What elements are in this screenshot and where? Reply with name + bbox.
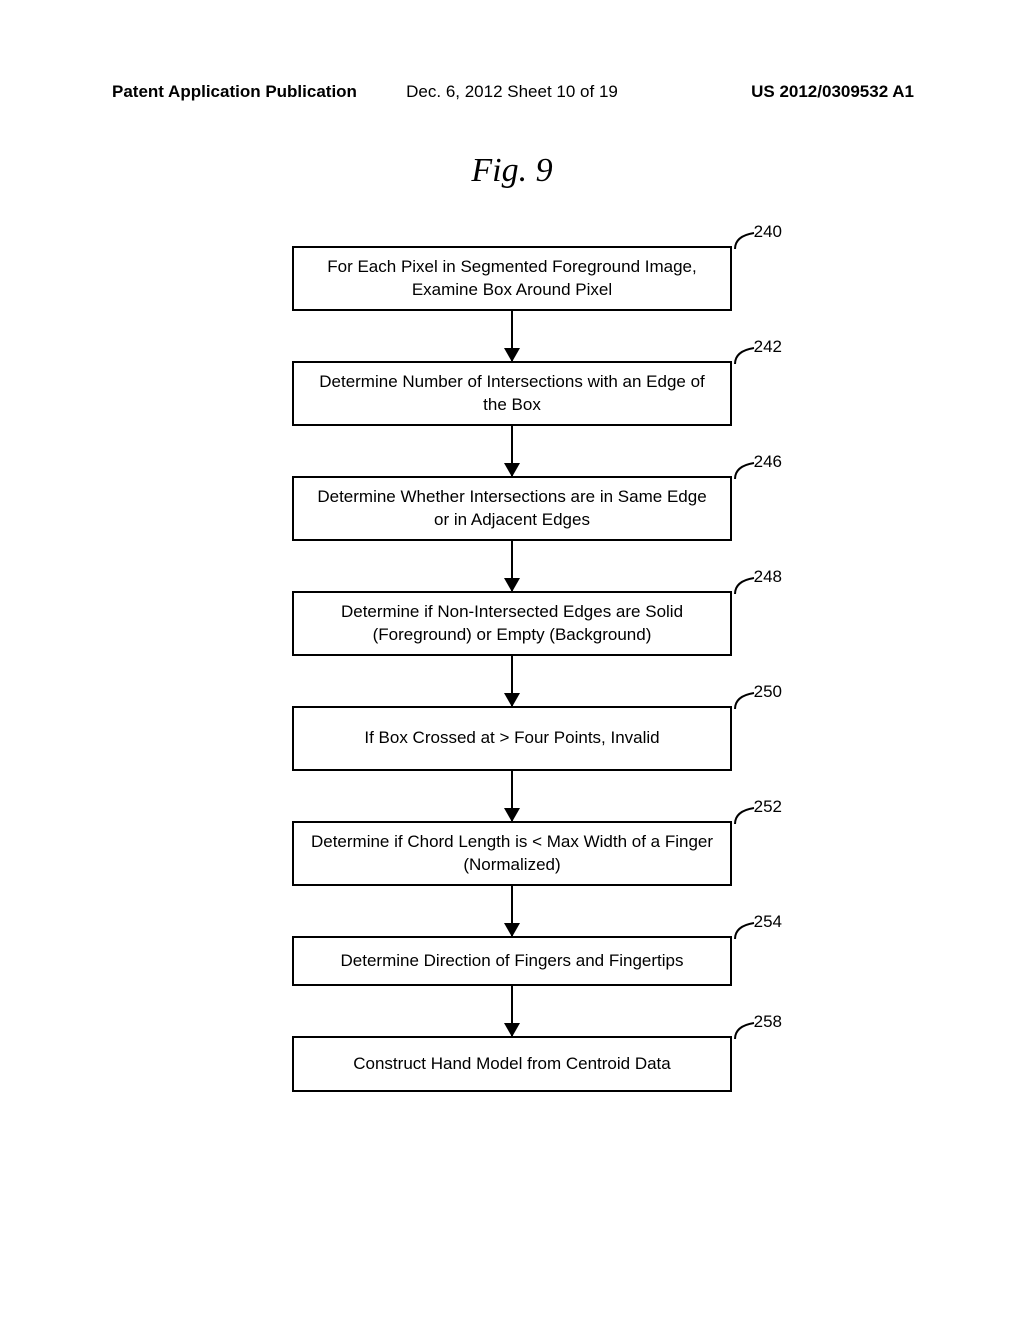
flowchart: For Each Pixel in Segmented Foreground I…	[292, 246, 732, 1092]
reference-leader-icon	[734, 232, 756, 255]
reference-leader-icon	[734, 462, 756, 485]
figure-title: Fig. 9	[471, 152, 552, 190]
flow-box: Determine if Non-Intersected Edges are S…	[292, 591, 732, 656]
flow-connector	[511, 426, 514, 476]
flow-connector	[511, 986, 514, 1036]
flow-connector	[511, 311, 514, 361]
arrowhead-icon	[504, 693, 520, 707]
header-right: US 2012/0309532 A1	[751, 82, 914, 102]
flow-step: Determine Direction of Fingers and Finge…	[292, 936, 732, 986]
flow-step: Determine Number of Intersections with a…	[292, 361, 732, 426]
page-header: Patent Application Publication Dec. 6, 2…	[0, 82, 1024, 102]
flow-box: Determine Direction of Fingers and Finge…	[292, 936, 732, 986]
flow-box: For Each Pixel in Segmented Foreground I…	[292, 246, 732, 311]
flow-connector	[511, 541, 514, 591]
reference-leader-icon	[734, 347, 756, 370]
flow-step: Construct Hand Model from Centroid Data2…	[292, 1036, 732, 1092]
arrowhead-icon	[504, 463, 520, 477]
reference-leader-icon	[734, 922, 756, 945]
reference-number: 246	[754, 452, 782, 472]
flow-step: Determine if Non-Intersected Edges are S…	[292, 591, 732, 656]
reference-number: 242	[754, 337, 782, 357]
reference-leader-icon	[734, 1022, 756, 1045]
reference-number: 250	[754, 682, 782, 702]
flow-step: For Each Pixel in Segmented Foreground I…	[292, 246, 732, 311]
flow-step: Determine if Chord Length is < Max Width…	[292, 821, 732, 886]
flow-step: Determine Whether Intersections are in S…	[292, 476, 732, 541]
header-center: Dec. 6, 2012 Sheet 10 of 19	[406, 82, 618, 102]
reference-number: 254	[754, 912, 782, 932]
flow-box: Determine if Chord Length is < Max Width…	[292, 821, 732, 886]
arrowhead-icon	[504, 578, 520, 592]
reference-number: 248	[754, 567, 782, 587]
flow-step: If Box Crossed at > Four Points, Invalid…	[292, 706, 732, 771]
reference-number: 252	[754, 797, 782, 817]
flow-connector	[511, 886, 514, 936]
flow-box: Construct Hand Model from Centroid Data	[292, 1036, 732, 1092]
arrowhead-icon	[504, 808, 520, 822]
flow-connector	[511, 771, 514, 821]
reference-number: 258	[754, 1012, 782, 1032]
arrowhead-icon	[504, 348, 520, 362]
flow-connector	[511, 656, 514, 706]
flow-box: If Box Crossed at > Four Points, Invalid	[292, 706, 732, 771]
reference-leader-icon	[734, 807, 756, 830]
header-left: Patent Application Publication	[112, 82, 357, 102]
flow-box: Determine Number of Intersections with a…	[292, 361, 732, 426]
reference-number: 240	[754, 222, 782, 242]
reference-leader-icon	[734, 692, 756, 715]
flow-box: Determine Whether Intersections are in S…	[292, 476, 732, 541]
arrowhead-icon	[504, 923, 520, 937]
arrowhead-icon	[504, 1023, 520, 1037]
reference-leader-icon	[734, 577, 756, 600]
